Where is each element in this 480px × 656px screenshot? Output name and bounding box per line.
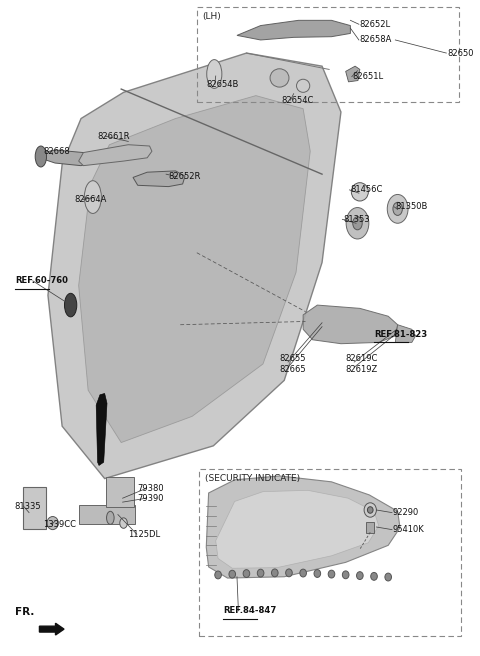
Polygon shape [96,394,107,466]
Text: 92290: 92290 [393,508,419,517]
Text: 81353: 81353 [343,215,370,224]
Ellipse shape [385,573,392,581]
Text: 82664A: 82664A [74,195,106,204]
Text: 82654B: 82654B [206,80,239,89]
Text: 82651L: 82651L [353,72,384,81]
Text: 79390: 79390 [138,494,164,502]
Ellipse shape [257,569,264,577]
Ellipse shape [364,502,376,517]
FancyArrow shape [39,623,64,635]
Ellipse shape [272,569,278,577]
Text: 1339CC: 1339CC [43,520,76,529]
Ellipse shape [270,69,289,87]
Text: 82652L: 82652L [360,20,391,29]
Polygon shape [48,53,341,479]
Text: 1125DL: 1125DL [128,529,160,539]
FancyBboxPatch shape [366,522,374,533]
Ellipse shape [367,506,373,513]
Bar [197,7,459,102]
Polygon shape [79,96,310,443]
Polygon shape [396,325,416,342]
Text: 82658A: 82658A [360,35,392,45]
Ellipse shape [286,569,292,577]
Ellipse shape [297,79,310,92]
Text: 95410K: 95410K [393,525,425,534]
FancyBboxPatch shape [23,487,46,529]
Text: 82668: 82668 [43,147,70,155]
Ellipse shape [64,293,77,317]
Text: 82619C: 82619C [346,354,378,363]
Text: 82661R: 82661R [97,132,130,140]
Ellipse shape [107,511,114,524]
Text: 81335: 81335 [15,502,41,510]
Text: FR.: FR. [15,607,34,617]
Bar [199,469,461,636]
Text: (LH): (LH) [203,12,221,22]
Ellipse shape [387,194,408,223]
Ellipse shape [351,182,368,201]
Text: 79380: 79380 [138,484,164,493]
Ellipse shape [342,571,349,579]
FancyBboxPatch shape [79,505,135,524]
Ellipse shape [328,570,335,578]
Polygon shape [206,476,400,578]
Ellipse shape [35,146,47,167]
Ellipse shape [353,216,362,230]
Ellipse shape [207,60,222,89]
Text: 82619Z: 82619Z [346,365,378,374]
Ellipse shape [300,569,306,577]
Text: 81350B: 81350B [396,203,428,211]
Text: REF.84-847: REF.84-847 [223,606,276,615]
Text: 81456C: 81456C [350,186,383,194]
Ellipse shape [243,569,250,577]
Polygon shape [79,145,152,166]
Ellipse shape [84,180,101,213]
Ellipse shape [357,571,363,579]
Text: 82652R: 82652R [168,173,201,181]
FancyBboxPatch shape [106,478,134,507]
Ellipse shape [215,571,221,579]
Polygon shape [237,20,350,40]
Polygon shape [346,66,360,82]
Ellipse shape [314,569,321,577]
Polygon shape [43,150,93,166]
Text: (SECURITY INDICATE): (SECURITY INDICATE) [205,474,300,483]
Polygon shape [133,171,185,186]
Text: 82654C: 82654C [282,96,314,105]
Text: REF.81-823: REF.81-823 [374,330,427,339]
Polygon shape [216,490,379,568]
Ellipse shape [346,207,369,239]
Polygon shape [303,305,397,344]
Ellipse shape [229,570,236,578]
Ellipse shape [371,573,377,581]
Text: 82665: 82665 [279,365,306,374]
Ellipse shape [120,518,127,528]
Text: 82655: 82655 [279,354,306,363]
Ellipse shape [47,516,59,529]
Text: REF.60-760: REF.60-760 [15,276,68,285]
Ellipse shape [393,202,402,215]
Text: 82650: 82650 [447,49,474,58]
